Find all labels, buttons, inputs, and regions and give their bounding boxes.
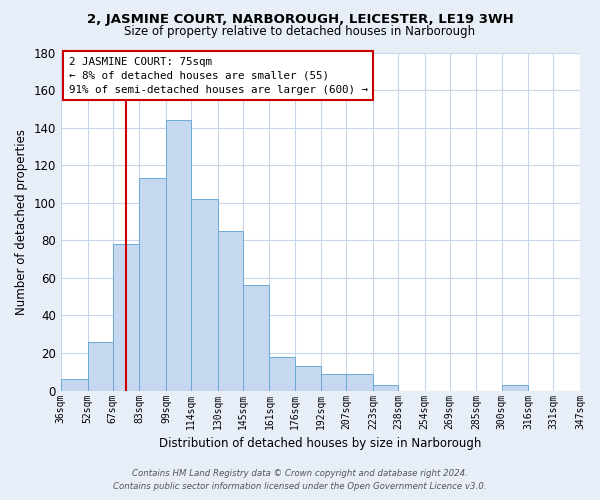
Bar (346, 374, 373, 390)
Bar (139, 178, 166, 390)
Bar (295, 366, 321, 390)
Bar (269, 357, 295, 390)
Text: 2, JASMINE COURT, NARBOROUGH, LEICESTER, LE19 3WH: 2, JASMINE COURT, NARBOROUGH, LEICESTER,… (86, 12, 514, 26)
Y-axis label: Number of detached properties: Number of detached properties (15, 128, 28, 314)
Bar (191, 199, 218, 390)
Bar (218, 231, 243, 390)
Bar (502, 385, 528, 390)
X-axis label: Distribution of detached houses by size in Narborough: Distribution of detached houses by size … (159, 437, 482, 450)
Text: Size of property relative to detached houses in Narborough: Size of property relative to detached ho… (124, 25, 476, 38)
Bar (61, 380, 88, 390)
Text: Contains HM Land Registry data © Crown copyright and database right 2024.
Contai: Contains HM Land Registry data © Crown c… (113, 469, 487, 491)
Bar (113, 244, 139, 390)
Bar (243, 286, 269, 391)
Bar (166, 120, 191, 390)
Text: 2 JASMINE COURT: 75sqm
← 8% of detached houses are smaller (55)
91% of semi-deta: 2 JASMINE COURT: 75sqm ← 8% of detached … (68, 56, 368, 94)
Bar (373, 385, 398, 390)
Bar (321, 374, 346, 390)
Bar (88, 342, 113, 390)
